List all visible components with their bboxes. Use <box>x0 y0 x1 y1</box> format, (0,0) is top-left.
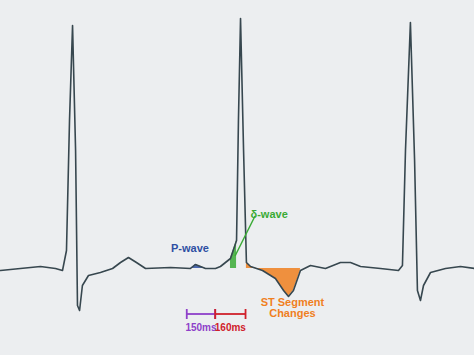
svg-text:δ-wave: δ-wave <box>251 208 288 220</box>
svg-text:160ms: 160ms <box>215 322 247 333</box>
svg-text:P-wave: P-wave <box>171 242 209 254</box>
svg-text:ST SegmentChanges: ST SegmentChanges <box>261 296 325 319</box>
svg-text:150ms: 150ms <box>185 322 217 333</box>
